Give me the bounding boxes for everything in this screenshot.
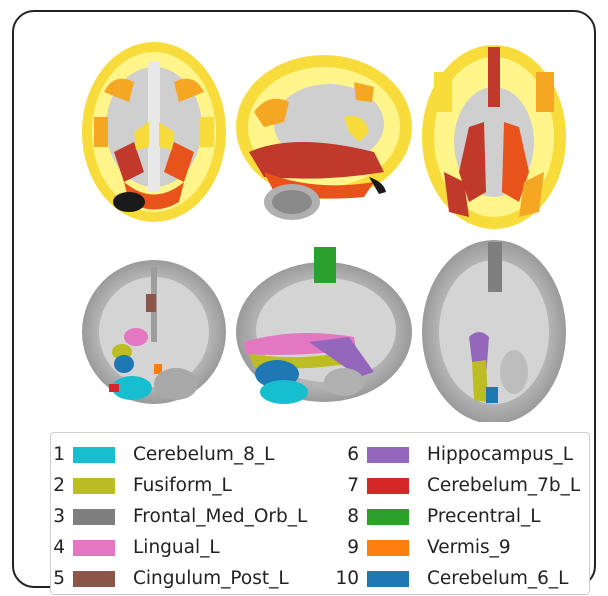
legend-item: 4 Lingual_L — [37, 532, 307, 563]
legend-item-number: 2 — [53, 475, 65, 496]
legend-item-label: Frontal_Med_Orb_L — [133, 506, 308, 527]
coronal-regions-brain — [82, 260, 226, 404]
legend-swatch — [367, 446, 409, 463]
legend-column-left: 1 Cerebelum_8_L 2 Fusiform_L 3 Frontal_M… — [37, 439, 307, 594]
legend-item-label: Cerebelum_6_L — [427, 568, 569, 589]
legend-item-number: 6 — [347, 444, 359, 465]
legend-swatch — [73, 539, 115, 556]
legend-item: 5 Cingulum_Post_L — [37, 563, 307, 594]
legend-item-label: Lingual_L — [133, 537, 220, 558]
legend-item-label: Cerebelum_7b_L — [427, 475, 581, 496]
legend-item-number: 4 — [53, 537, 65, 558]
legend-item: 8 Precentral_L — [331, 501, 580, 532]
sagittal-heatmap-brain — [236, 55, 412, 220]
legend: 1 Cerebelum_8_L 2 Fusiform_L 3 Frontal_M… — [50, 432, 590, 595]
legend-swatch — [73, 477, 115, 494]
legend-swatch — [367, 539, 409, 556]
legend-item: 3 Frontal_Med_Orb_L — [37, 501, 307, 532]
legend-item-number: 5 — [53, 568, 65, 589]
legend-item-number: 3 — [53, 506, 65, 527]
legend-swatch — [367, 477, 409, 494]
axial-inferior-heatmap-brain — [422, 45, 566, 229]
legend-swatch — [73, 570, 115, 587]
legend-item-label: Vermis_9 — [427, 537, 511, 558]
figure-frame: 1 Cerebelum_8_L 2 Fusiform_L 3 Frontal_M… — [12, 10, 596, 595]
brain-grid — [82, 42, 566, 422]
legend-item-label: Fusiform_L — [133, 475, 232, 496]
legend-item-number: 7 — [347, 475, 359, 496]
legend-swatch — [73, 508, 115, 525]
axial-heatmap-brain — [82, 42, 226, 222]
legend-item-label: Cerebelum_8_L — [133, 444, 275, 465]
legend-item: 1 Cerebelum_8_L — [37, 439, 307, 470]
legend-item-label: Hippocampus_L — [427, 444, 574, 465]
legend-column-right: 6 Hippocampus_L 7 Cerebelum_7b_L 8 Prece… — [331, 439, 580, 594]
axial-regions-brain — [422, 240, 566, 422]
legend-swatch — [73, 446, 115, 463]
legend-item-label: Precentral_L — [427, 506, 541, 527]
legend-item: 10 Cerebelum_6_L — [331, 563, 580, 594]
legend-item-label: Cingulum_Post_L — [133, 568, 289, 589]
legend-item-number: 8 — [347, 506, 359, 527]
legend-item-number: 9 — [347, 537, 359, 558]
sagittal-regions-brain — [236, 247, 412, 404]
legend-swatch — [367, 508, 409, 525]
legend-item-number: 10 — [335, 568, 359, 589]
legend-item: 2 Fusiform_L — [37, 470, 307, 501]
legend-item: 7 Cerebelum_7b_L — [331, 470, 580, 501]
legend-item: 9 Vermis_9 — [331, 532, 580, 563]
legend-item-number: 1 — [53, 444, 65, 465]
legend-item: 6 Hippocampus_L — [331, 439, 580, 470]
legend-swatch — [367, 570, 409, 587]
